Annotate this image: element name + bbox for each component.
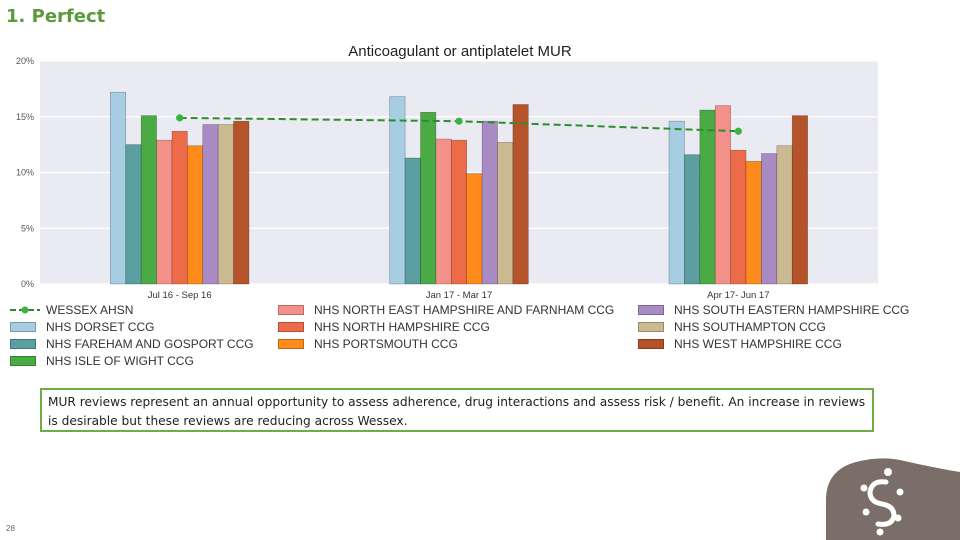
bar <box>140 115 157 285</box>
bar <box>714 105 731 285</box>
bar <box>389 96 406 285</box>
legend-label: NHS ISLE OF WIGHT CCG <box>46 354 194 368</box>
bar-chart: Anticoagulant or antiplatelet MUR 0% 5% 10… <box>16 43 878 301</box>
bar <box>745 161 762 285</box>
legend-swatch <box>10 322 36 332</box>
legend-swatch <box>10 339 36 349</box>
y-tick-label: 5% <box>21 223 34 233</box>
legend-label: WESSEX AHSN <box>46 303 134 317</box>
plot-area: 0% 5% 10% 15% 20% Jul 16 - Sep 16 Jan 17 - Mar… <box>16 56 878 301</box>
legend-label: NHS DORSET CCG <box>46 320 155 334</box>
bar <box>791 115 808 285</box>
y-tick-label: 20% <box>16 56 34 66</box>
bar <box>420 111 437 285</box>
legend-swatch <box>638 339 664 349</box>
bar <box>110 91 127 285</box>
slide-title: 1. Perfect <box>6 6 106 27</box>
legend-swatch <box>278 305 304 315</box>
bar <box>761 153 778 285</box>
legend-swatch <box>638 322 664 332</box>
line-point <box>176 114 184 122</box>
bar <box>776 145 793 285</box>
legend-label: NHS SOUTHAMPTON CCG <box>674 320 826 334</box>
legend-label: NHS NORTH EAST HAMPSHIRE AND FARNHAM CCG <box>314 303 615 317</box>
bar <box>668 120 685 285</box>
bar <box>156 139 173 285</box>
page-number: 28 <box>6 524 15 533</box>
bar <box>497 142 514 285</box>
chart-title: Anticoagulant or antiplatelet MUR <box>348 43 572 60</box>
x-tick-label: Apr 17- Jun 17 <box>707 290 769 301</box>
bar <box>450 139 467 285</box>
chart-legend: WESSEX AHSN NHS DORSET CCG NHS FAREHAM AND… <box>10 302 930 368</box>
legend-swatch <box>278 322 304 332</box>
legend-line-swatch <box>10 306 40 314</box>
bar <box>699 109 716 285</box>
legend-swatch <box>10 356 36 366</box>
bar <box>730 149 747 285</box>
y-tick-label: 0% <box>21 279 34 289</box>
bar <box>187 145 204 285</box>
legend-swatch <box>278 339 304 349</box>
line-point <box>455 117 463 125</box>
bar <box>466 173 483 285</box>
bar <box>481 120 498 285</box>
x-tick-label: Jan 17 - Mar 17 <box>426 290 493 301</box>
legend-label: NHS NORTH HAMPSHIRE CCG <box>314 320 490 334</box>
bar <box>512 104 529 285</box>
y-tick-label: 10% <box>16 168 34 178</box>
legend-label: NHS PORTSMOUTH CCG <box>314 337 458 351</box>
legend-label: NHS WEST HAMPSHIRE CCG <box>674 337 842 351</box>
bar <box>404 157 421 285</box>
bar <box>217 124 234 285</box>
legend-label: NHS FAREHAM AND GOSPORT CCG <box>46 337 254 351</box>
y-tick-label: 15% <box>16 112 34 122</box>
bar <box>233 120 250 285</box>
bar <box>684 154 701 285</box>
bar <box>202 124 219 285</box>
bar <box>171 130 188 285</box>
legend-swatch <box>638 305 664 315</box>
commentary-box: MUR reviews represent an annual opportun… <box>40 388 874 432</box>
x-tick-label: Jul 16 - Sep 16 <box>148 290 212 301</box>
line-point <box>734 127 742 135</box>
bar <box>435 138 452 285</box>
bar <box>125 144 142 285</box>
legend-label: NHS SOUTH EASTERN HAMPSHIRE CCG <box>674 303 910 317</box>
